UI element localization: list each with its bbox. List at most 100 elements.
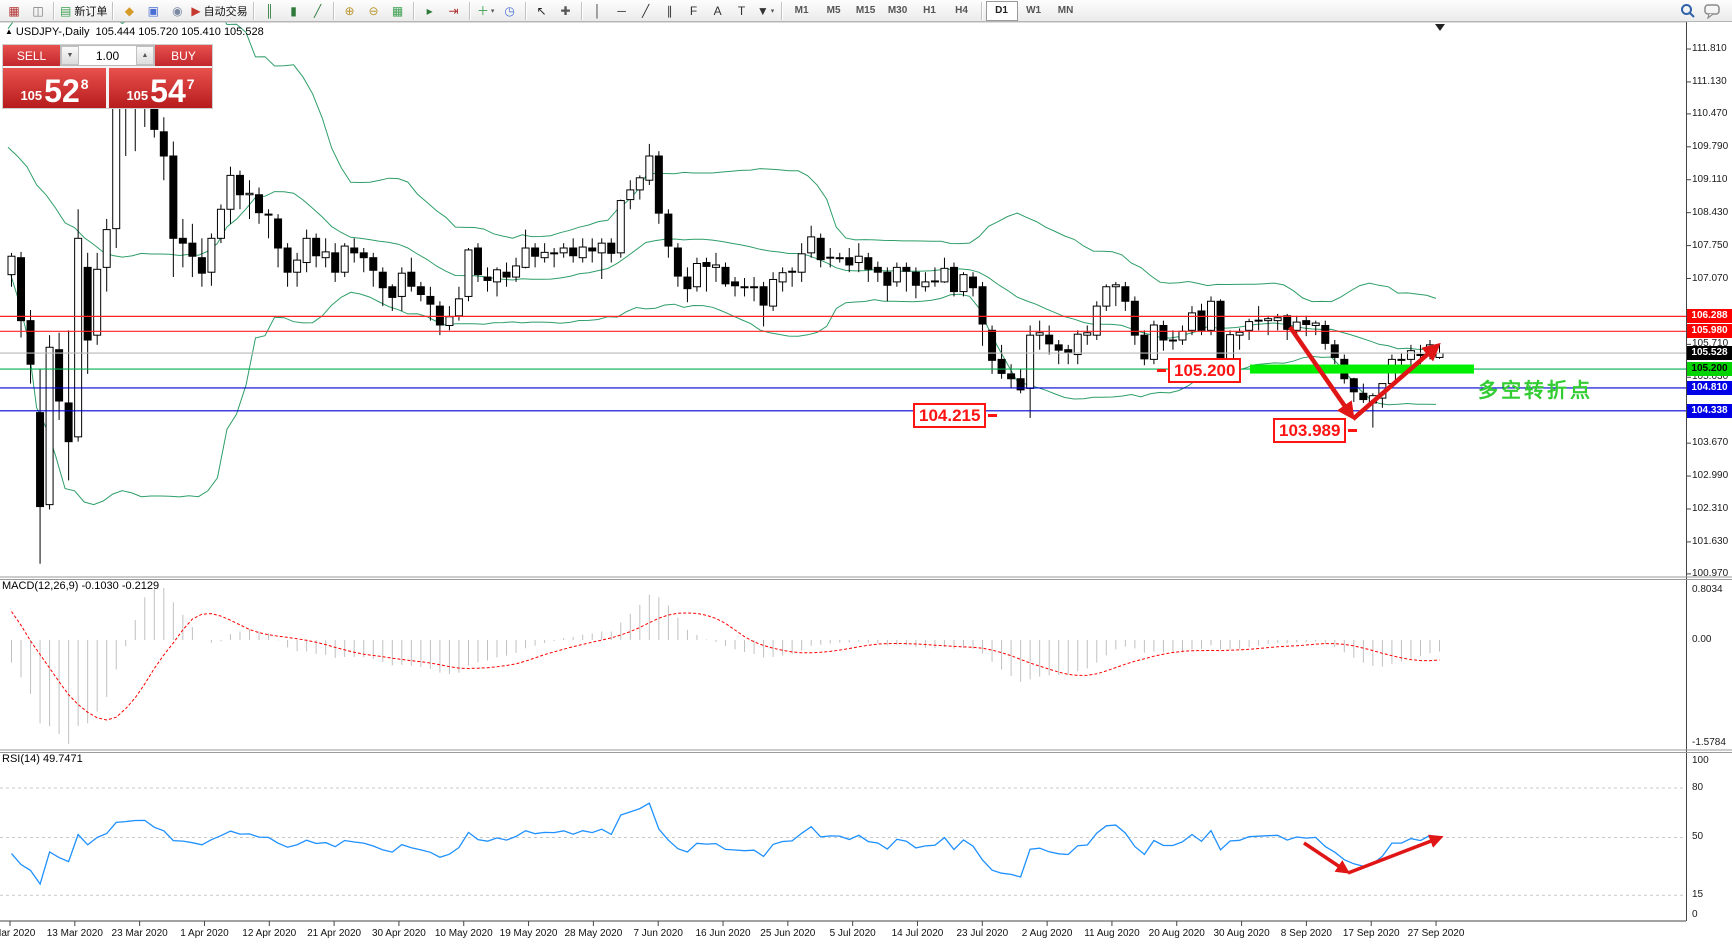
autotrading-icon: ▶ <box>191 3 201 18</box>
cursor-button[interactable]: ↖ <box>530 1 554 21</box>
ohlc-values: 105.444 105.720 105.410 105.528 <box>95 26 264 38</box>
zoom-in-icon: ⊕ <box>344 3 355 18</box>
market-watch-icon: ◆ <box>124 3 134 18</box>
timeframe-button-mn[interactable]: MN <box>1057 5 1074 16</box>
vertical-line-icon: │ <box>593 3 602 18</box>
dropdown-arrow-icon: ▾ <box>770 7 775 15</box>
rsi-axis-tick: 100 <box>1692 755 1709 766</box>
volume-value[interactable]: 1.00 <box>95 48 120 63</box>
volume-down-icon[interactable]: ▼ <box>61 46 79 65</box>
price-callout-103.989[interactable]: 103.989 <box>1273 418 1358 443</box>
timeframe-button-m30[interactable]: M30 <box>887 5 908 16</box>
sell-price[interactable]: 105 52 8 <box>3 68 106 108</box>
dropdown-arrow-icon: ▾ <box>490 7 495 15</box>
data-window-icon: ▣ <box>147 3 160 18</box>
date-label: 5 Jul 2020 <box>829 928 876 939</box>
price-callout-104.215[interactable]: 104.215 <box>913 403 998 428</box>
horizontal-line-button[interactable]: ─ <box>610 1 634 21</box>
date-label: 8 Sep 2020 <box>1280 928 1332 939</box>
toolbar-separator <box>468 1 471 20</box>
date-label: 16 Jun 2020 <box>695 928 751 939</box>
zoom-out-button[interactable]: ⊖ <box>362 1 386 21</box>
chart-shift-button[interactable]: ⇥ <box>442 1 466 21</box>
buy-button[interactable]: BUY <box>155 45 212 66</box>
market-watch-button[interactable]: ◆ <box>117 1 141 21</box>
bull-bear-turning-point-note[interactable]: 多空转折点 <box>1478 380 1593 402</box>
price-badge: 105.200 <box>1687 362 1732 377</box>
volume-up-icon[interactable]: ▲ <box>136 46 154 65</box>
new-order-icon: ▤ <box>60 3 72 18</box>
trendline-button[interactable]: ╱ <box>634 1 658 21</box>
data-window-button[interactable]: ▣ <box>141 1 165 21</box>
profiles-icon: ◫ <box>32 3 44 18</box>
new-chart-button[interactable]: ▦ <box>2 1 26 21</box>
chat-icon[interactable] <box>1704 3 1722 19</box>
fibonacci-button[interactable]: F <box>682 1 706 21</box>
date-label: 12 Apr 2020 <box>242 928 297 939</box>
timeframe-button-h4[interactable]: H4 <box>955 5 968 16</box>
auto-scroll-button[interactable]: ▸ <box>418 1 442 21</box>
rsi-axis-tick: 0 <box>1692 909 1698 920</box>
callout-pointer <box>1157 369 1166 372</box>
price-tick: 105.030 <box>1692 371 1729 383</box>
rsi-axis-tick: 50 <box>1692 831 1704 842</box>
toolbar-separator <box>980 1 983 20</box>
candlestick-chart-button[interactable]: ▮ <box>282 1 306 21</box>
navigator-button[interactable]: ◉ <box>165 1 189 21</box>
buy-price-small: 105 <box>126 88 149 103</box>
vertical-line-button[interactable]: │ <box>586 1 610 21</box>
trendline-icon: ╱ <box>641 3 650 18</box>
date-label: 10 May 2020 <box>434 928 493 939</box>
indicators-button[interactable]: ＋ ▾ <box>474 1 498 21</box>
candlestick-chart-icon: ▮ <box>290 3 297 18</box>
price-tick: 102.310 <box>1692 502 1729 514</box>
price-callout-105.200[interactable]: 105.200 <box>1157 358 1242 383</box>
zoom-in-button[interactable]: ⊕ <box>338 1 362 21</box>
line-chart-button[interactable]: ╱ <box>306 1 330 21</box>
search-icon[interactable] <box>1680 3 1696 19</box>
date-label: 19 May 2020 <box>499 928 558 939</box>
buy-price-sup: 7 <box>186 76 195 92</box>
periods-icon: ◷ <box>504 3 515 18</box>
crosshair-button[interactable]: ✚ <box>554 1 578 21</box>
text-label-button[interactable]: T <box>730 1 754 21</box>
timeframe-button-w1[interactable]: W1 <box>1026 5 1042 16</box>
timeframe-button-m5[interactable]: M5 <box>826 5 841 16</box>
rsi-axis-tick: 80 <box>1692 782 1704 793</box>
macd-axis-tick: -1.5784 <box>1692 737 1726 748</box>
autotrading-button[interactable]: ▶ 自动交易 <box>189 1 249 21</box>
timeframe-button-m1[interactable]: M1 <box>794 5 809 16</box>
sell-button[interactable]: SELL <box>3 45 60 66</box>
date-label: 27 Sep 2020 <box>1407 928 1465 939</box>
new-order-button[interactable]: ▤ 新订单 <box>58 1 109 21</box>
profiles-button[interactable]: ◫ <box>26 1 50 21</box>
tile-windows-button[interactable]: ▦ <box>386 1 410 21</box>
arrows-tool-button[interactable]: ▼ ▾ <box>754 1 778 21</box>
periods-button[interactable]: ◷ <box>498 1 522 21</box>
price-tick: 101.630 <box>1692 535 1729 547</box>
timeframe-button-d1[interactable]: D1 <box>985 0 1018 21</box>
date-label: 30 Apr 2020 <box>371 928 426 939</box>
chart-shift-marker-icon <box>1435 24 1445 31</box>
indicators-icon: ＋ <box>476 3 489 18</box>
price-badge: 104.338 <box>1687 403 1732 418</box>
volume-stepper[interactable]: ▼ 1.00 ▲ <box>60 45 155 66</box>
date-label: 21 Apr 2020 <box>307 928 362 939</box>
price-tick: 103.670 <box>1692 437 1729 449</box>
date-label: 30 Aug 2020 <box>1213 928 1270 939</box>
callout-pointer <box>988 414 998 417</box>
symbol-marker-icon: ▲ <box>5 27 13 36</box>
price-tick: 100.970 <box>1692 567 1729 579</box>
buy-price[interactable]: 105 54 7 <box>109 68 212 108</box>
timeframe-button-m15[interactable]: M15 <box>855 5 876 16</box>
arrows-tool-icon: ▼ <box>756 3 769 18</box>
equidistant-channel-button[interactable]: ∥ <box>658 1 682 21</box>
text-button[interactable]: A <box>706 1 730 21</box>
navigator-icon: ◉ <box>172 3 183 18</box>
toolbar-separator <box>524 1 527 20</box>
price-tick: 107.750 <box>1692 239 1729 251</box>
zoom-out-icon: ⊖ <box>368 3 379 18</box>
timeframe-button-h1[interactable]: H1 <box>923 5 936 16</box>
bar-chart-button[interactable]: ║ <box>258 1 282 21</box>
